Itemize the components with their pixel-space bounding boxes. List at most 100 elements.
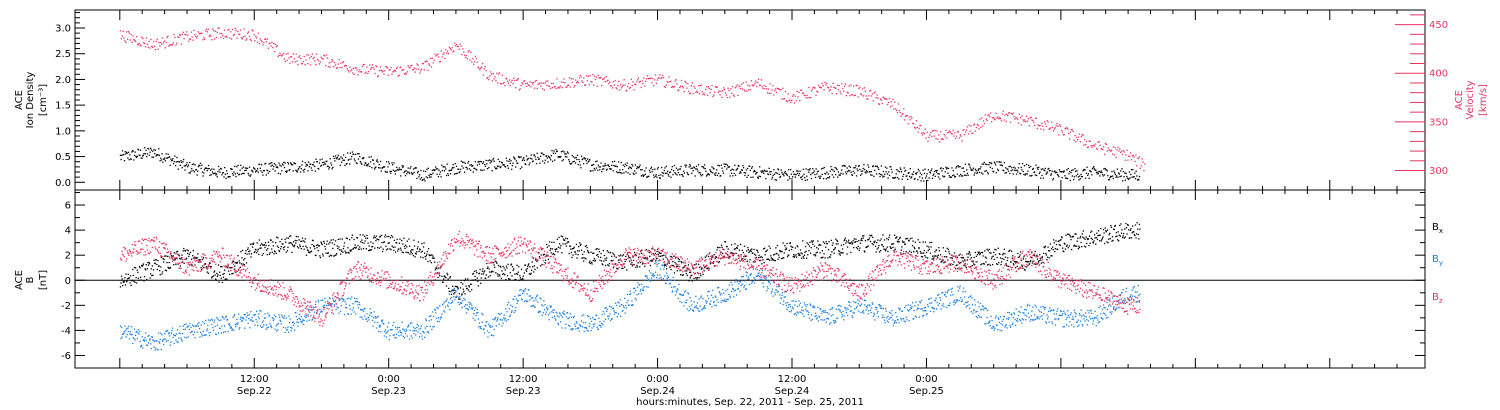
bx-point <box>822 241 825 243</box>
velocity-point <box>309 64 312 66</box>
by-point <box>243 313 245 316</box>
by-point <box>193 325 195 328</box>
velocity-point <box>664 86 667 89</box>
density-point <box>349 163 351 165</box>
velocity-point <box>671 86 674 88</box>
bx-point <box>201 269 203 271</box>
velocity-point <box>1008 112 1011 114</box>
density-point <box>186 162 188 164</box>
velocity-point <box>766 88 768 90</box>
velocity-point <box>233 33 235 36</box>
velocity-point <box>710 88 712 90</box>
bx-point <box>907 252 909 254</box>
velocity-point <box>222 37 225 39</box>
velocity-point <box>783 98 786 100</box>
density-point <box>1017 171 1019 173</box>
bx-point <box>698 277 700 279</box>
by-point <box>308 308 310 311</box>
bx-point <box>324 245 326 248</box>
bx-point <box>505 265 508 267</box>
velocity-point <box>530 86 532 88</box>
density-point <box>249 175 251 177</box>
bx-point <box>612 252 614 254</box>
bx-point <box>137 271 139 274</box>
velocity-point <box>857 96 859 98</box>
velocity-point <box>800 89 803 91</box>
density-point <box>657 166 659 169</box>
bx-point <box>681 274 683 276</box>
density-point <box>656 176 658 178</box>
density-point <box>457 168 459 170</box>
by-point <box>357 307 360 309</box>
bx-point <box>416 248 419 250</box>
velocity-point <box>764 88 766 90</box>
density-point <box>755 173 757 175</box>
density-point <box>1028 166 1030 169</box>
velocity-point <box>543 89 546 91</box>
velocity-point <box>236 37 238 39</box>
velocity-point <box>1047 121 1049 123</box>
bx-point <box>582 257 584 259</box>
by-point <box>130 334 132 336</box>
bx-point <box>152 269 155 271</box>
velocity-point <box>342 61 344 64</box>
velocity-point <box>146 43 149 45</box>
velocity-point <box>430 66 433 68</box>
bx-point <box>459 287 462 289</box>
by-point <box>201 335 203 337</box>
bx-point <box>258 253 260 256</box>
density-point <box>271 162 273 164</box>
by-point <box>141 344 143 347</box>
velocity-point <box>679 86 681 89</box>
bx-point <box>480 282 482 284</box>
velocity-point <box>597 74 599 77</box>
bx-point <box>844 237 846 239</box>
velocity-point <box>747 84 749 86</box>
bx-point <box>776 253 778 255</box>
velocity-point <box>1120 151 1122 154</box>
velocity-point <box>921 132 923 134</box>
density-point <box>675 173 677 175</box>
bx-point <box>804 251 806 253</box>
density-point <box>628 166 630 168</box>
velocity-point <box>120 37 123 40</box>
velocity-point <box>782 87 784 89</box>
velocity-point <box>461 53 463 56</box>
by-point <box>250 319 253 321</box>
density-point <box>386 161 388 163</box>
p1-left-tick-label: 3.0 <box>55 24 71 35</box>
velocity-point <box>769 83 771 85</box>
by-point <box>192 324 194 326</box>
density-point <box>332 155 335 158</box>
bx-point <box>764 247 766 249</box>
bx-point <box>737 255 739 257</box>
density-point <box>318 168 320 170</box>
bx-point <box>434 261 436 263</box>
density-point <box>242 172 244 175</box>
bx-point <box>998 253 1001 255</box>
by-point <box>230 326 232 328</box>
velocity-point <box>665 84 667 86</box>
velocity-point <box>573 86 575 88</box>
by-point <box>137 328 140 331</box>
bx-point <box>761 263 763 265</box>
density-point <box>835 173 837 176</box>
density-point <box>306 163 308 166</box>
density-point <box>338 158 340 160</box>
velocity-point <box>591 81 593 83</box>
density-point <box>330 162 332 164</box>
density-point <box>215 173 218 175</box>
density-point <box>445 174 448 177</box>
density-point <box>362 157 364 160</box>
density-point <box>1054 172 1057 174</box>
velocity-point <box>844 83 847 85</box>
bx-point <box>742 251 745 254</box>
density-point <box>156 154 159 156</box>
bx-point <box>538 256 541 258</box>
bx-point <box>949 264 952 266</box>
density-point <box>582 158 584 160</box>
density-point <box>257 171 259 173</box>
by-point <box>333 300 335 302</box>
bx-point <box>862 235 864 237</box>
velocity-point <box>127 31 130 33</box>
